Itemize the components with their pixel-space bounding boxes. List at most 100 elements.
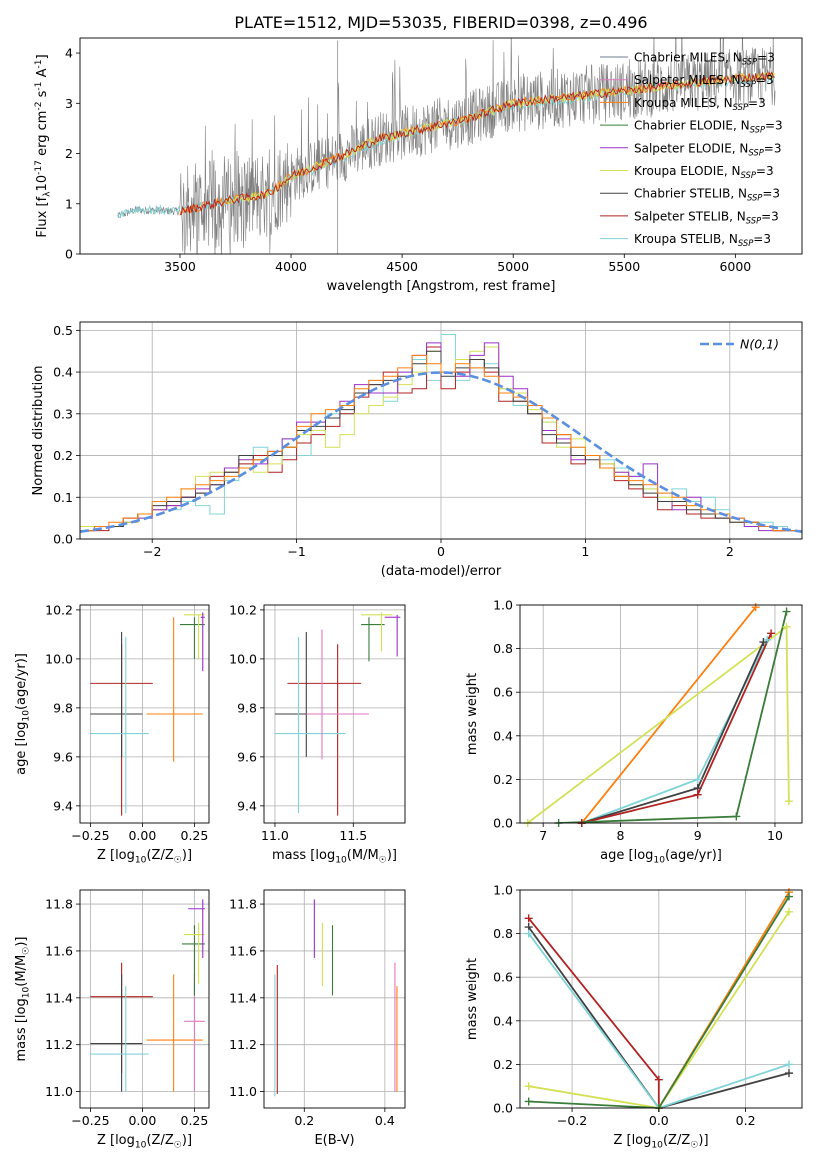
y-tick-label: 11.0 bbox=[229, 1084, 257, 1099]
y-tick-label: 10.0 bbox=[45, 651, 73, 666]
x-tick-label: 0.0 bbox=[649, 1113, 669, 1128]
axes-frame bbox=[263, 604, 406, 824]
y-tick-label: 0.6 bbox=[493, 685, 513, 700]
figure-title: PLATE=1512, MJD=53035, FIBERID=0398, z=0… bbox=[234, 13, 647, 32]
data-spectrum-line bbox=[117, 38, 776, 254]
weight-marker bbox=[751, 603, 760, 612]
weight-marker bbox=[782, 622, 791, 631]
x-tick-label: −0.2 bbox=[557, 1113, 587, 1128]
y-tick-label: 0.0 bbox=[493, 816, 513, 831]
x-tick-label: 9 bbox=[694, 828, 702, 843]
y-tick-label: 9.8 bbox=[53, 700, 73, 715]
y-tick-label: 10.2 bbox=[45, 602, 73, 617]
histogram-step bbox=[80, 334, 802, 539]
x-axis-label: (data-model)/error bbox=[381, 564, 502, 579]
weight-line bbox=[527, 933, 790, 1108]
y-tick-label: 0.8 bbox=[493, 641, 513, 656]
axes-frame bbox=[263, 889, 406, 1109]
weight-marker bbox=[759, 638, 768, 647]
y-axis-label: Flux [fλ10-17 erg cm-2 s-1 A-1] bbox=[34, 54, 52, 237]
plot-area-age-vs-mass bbox=[274, 612, 401, 816]
y-tick-label: 0.2 bbox=[53, 448, 73, 463]
legend-label: Kroupa MILES, NSSP=3 bbox=[634, 96, 766, 112]
weight-marker bbox=[784, 1069, 793, 1078]
axes-frame bbox=[79, 37, 803, 255]
y-tick-label: 10.2 bbox=[229, 602, 257, 617]
y-tick-label: 0.5 bbox=[53, 323, 73, 338]
weight-marker bbox=[693, 775, 702, 784]
y-tick-label: 1 bbox=[65, 196, 73, 211]
legend-label: N(0,1)​ bbox=[740, 337, 779, 352]
weight-marker bbox=[524, 929, 533, 938]
y-tick-label: 0.2 bbox=[493, 1057, 513, 1072]
weight-marker bbox=[784, 797, 793, 806]
y-tick-label: 9.8 bbox=[237, 700, 257, 715]
x-tick-label: −1 bbox=[287, 544, 305, 559]
histogram-step bbox=[80, 354, 802, 539]
x-axis-label: E(B-V) bbox=[314, 1133, 354, 1148]
x-tick-label: 0.2 bbox=[294, 1113, 314, 1128]
axes-massweight-vs-age: 7 8 9 10 0.0 0.2 0.4 0.6 0.8 1.0 age [log10(age/yr… bbox=[465, 598, 803, 865]
y-tick-label: 11.2 bbox=[229, 1037, 257, 1052]
legend-label: Salpeter MILES, NSSP=3 bbox=[634, 73, 774, 89]
x-tick-label: 10 bbox=[767, 828, 783, 843]
legend-label: Salpeter STELIB, NSSP=3 bbox=[634, 209, 779, 225]
x-tick-label: 11.5 bbox=[339, 828, 367, 843]
axes-age-vs-Z: −0.25 0.00 0.25 9.4 9.6 9.8 10.0 10.2 Z [log10(Z… bbox=[14, 602, 210, 865]
axes-mass-vs-ebv: 0.2 0.4 11.0 11.2 11.4 11.6 11.8 E(B-V) bbox=[229, 889, 406, 1148]
y-tick-label: 11.4 bbox=[229, 990, 257, 1005]
weight-line bbox=[528, 896, 790, 1108]
legend-label: Kroupa ELODIE, NSSP=3 bbox=[634, 164, 774, 180]
plot-area-mass-vs-ebv bbox=[274, 899, 398, 1097]
x-axis-label: mass [log10(M/M☉)] bbox=[272, 848, 397, 865]
y-tick-label: 0.2 bbox=[493, 772, 513, 787]
x-axis-label: wavelength [Angstrom, rest frame] bbox=[327, 279, 556, 294]
y-tick-label: 0 bbox=[65, 247, 73, 262]
x-tick-label: 7 bbox=[539, 828, 547, 843]
x-tick-label: 11.0 bbox=[261, 828, 289, 843]
y-tick-label: 9.4 bbox=[237, 798, 257, 813]
weight-marker bbox=[784, 1060, 793, 1069]
y-tick-label: 0.4 bbox=[53, 365, 73, 380]
y-tick-label: 3 bbox=[65, 96, 73, 111]
x-tick-label: 0.00 bbox=[128, 1113, 156, 1128]
y-tick-label: 11.4 bbox=[45, 990, 73, 1005]
plot-area-massweight-vs-age bbox=[527, 606, 790, 823]
x-tick-label: 3500 bbox=[164, 259, 196, 274]
weight-marker bbox=[782, 607, 791, 616]
x-tick-label: 4000 bbox=[275, 259, 307, 274]
plot-area-mass-vs-Z bbox=[90, 899, 205, 1092]
weight-marker bbox=[524, 1097, 533, 1106]
axes-residuals: N(0,1)​ −2 −1 0 1 2 0.0 0.1 0.2 0.3 0.4 0.5 (data-mo… bbox=[31, 321, 803, 579]
y-tick-label: 10.0 bbox=[229, 651, 257, 666]
y-axis-label: mass weight bbox=[465, 958, 480, 1040]
legend-label: Salpeter ELODIE, NSSP=3 bbox=[634, 141, 782, 157]
x-tick-label: 5500 bbox=[608, 259, 640, 274]
x-tick-label: 0 bbox=[437, 544, 445, 559]
axes-spectrum: Chabrier MILES, NSSP=3 Salpeter MILES, NS… bbox=[34, 37, 803, 294]
y-tick-label: 11.8 bbox=[45, 897, 73, 912]
spectrum-legend: Chabrier MILES, NSSP=3 Salpeter MILES, NS… bbox=[600, 51, 783, 248]
y-tick-label: 9.6 bbox=[237, 749, 257, 764]
weight-line bbox=[528, 911, 790, 1108]
y-tick-label: 11.6 bbox=[229, 943, 257, 958]
x-tick-label: 0.00 bbox=[128, 828, 156, 843]
legend-label: Chabrier ELODIE, NSSP=3 bbox=[634, 119, 783, 135]
weight-marker bbox=[784, 907, 793, 916]
x-axis-label: age [log10(age/yr)] bbox=[600, 848, 722, 865]
y-tick-label: 0.8 bbox=[493, 926, 513, 941]
x-tick-label: −2 bbox=[143, 544, 161, 559]
axes-frame bbox=[79, 889, 210, 1109]
y-tick-label: 0.0 bbox=[53, 532, 73, 547]
legend-label: Chabrier MILES, NSSP=3 bbox=[634, 51, 775, 67]
y-tick-label: 0.1 bbox=[53, 490, 73, 505]
y-tick-label: 0.6 bbox=[493, 970, 513, 985]
axes-mass-vs-Z: −0.25 0.00 0.25 11.0 11.2 11.4 11.6 11.8 Z [log1… bbox=[14, 889, 210, 1150]
x-tick-label: 2 bbox=[726, 544, 734, 559]
y-tick-label: 0.4 bbox=[493, 1013, 513, 1028]
y-tick-label: 11.8 bbox=[229, 897, 257, 912]
axes-age-vs-mass: 11.0 11.5 9.4 9.6 9.8 10.0 10.2 mass [log10(M/M… bbox=[229, 602, 406, 865]
y-tick-label: 1.0 bbox=[493, 598, 513, 613]
y-tick-label: 0.3 bbox=[53, 406, 73, 421]
